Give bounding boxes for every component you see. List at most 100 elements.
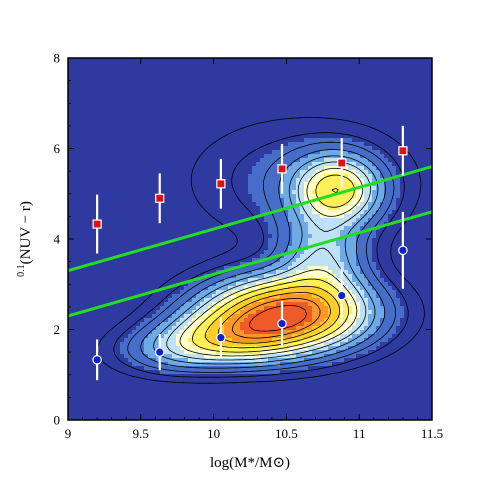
density-cell xyxy=(328,298,333,303)
density-cell xyxy=(360,354,365,359)
density-cell xyxy=(316,338,321,343)
density-cell xyxy=(172,346,177,351)
density-cell xyxy=(252,354,257,359)
density-cell xyxy=(260,142,265,147)
density-cell xyxy=(212,358,217,363)
density-cell xyxy=(344,358,349,363)
density-cell xyxy=(232,126,237,131)
density-cell xyxy=(256,234,261,239)
density-cell xyxy=(360,238,365,243)
density-cell xyxy=(212,206,217,211)
density-cell xyxy=(276,378,281,383)
density-cell xyxy=(208,154,213,159)
density-cell xyxy=(408,202,413,207)
density-cell xyxy=(404,182,409,187)
density-cell xyxy=(348,282,353,287)
density-cell xyxy=(272,250,277,255)
density-cell xyxy=(216,314,221,319)
density-cell xyxy=(136,326,141,331)
density-cell xyxy=(360,210,365,215)
density-cell xyxy=(292,278,297,283)
density-cell xyxy=(168,282,173,287)
density-cell xyxy=(384,286,389,291)
density-cell xyxy=(100,362,105,367)
density-cell xyxy=(348,138,353,143)
density-cell xyxy=(180,194,185,199)
density-cell xyxy=(172,306,177,311)
density-cell xyxy=(348,270,353,275)
density-cell xyxy=(212,286,217,291)
density-cell xyxy=(420,198,425,203)
density-cell xyxy=(204,202,209,207)
density-cell xyxy=(248,298,253,303)
density-cell xyxy=(256,194,261,199)
density-cell xyxy=(292,366,297,371)
density-cell xyxy=(244,334,249,339)
density-cell xyxy=(200,334,205,339)
density-cell xyxy=(304,322,309,327)
density-cell xyxy=(256,270,261,275)
density-cell xyxy=(252,134,257,139)
density-cell xyxy=(276,318,281,323)
density-cell xyxy=(312,330,317,335)
density-cell xyxy=(360,174,365,179)
density-cell xyxy=(204,262,209,267)
density-cell xyxy=(380,278,385,283)
density-cell xyxy=(304,166,309,171)
density-cell xyxy=(176,286,181,291)
density-cell xyxy=(304,286,309,291)
density-cell xyxy=(332,174,337,179)
density-cell xyxy=(260,222,265,227)
density-cell xyxy=(292,290,297,295)
density-cell xyxy=(240,142,245,147)
density-cell xyxy=(180,382,185,387)
density-cell xyxy=(228,174,233,179)
density-cell xyxy=(144,378,149,383)
density-cell xyxy=(220,374,225,379)
density-cell xyxy=(328,202,333,207)
density-cell xyxy=(424,182,429,187)
density-cell xyxy=(256,174,261,179)
density-cell xyxy=(244,166,249,171)
density-cell xyxy=(240,190,245,195)
density-cell xyxy=(184,354,189,359)
density-cell xyxy=(156,378,161,383)
density-cell xyxy=(376,122,381,127)
density-cell xyxy=(140,314,145,319)
density-cell xyxy=(292,302,297,307)
density-cell xyxy=(336,238,341,243)
density-cell xyxy=(412,318,417,323)
density-cell xyxy=(364,230,369,235)
density-cell xyxy=(260,230,265,235)
density-cell xyxy=(288,246,293,251)
density-cell xyxy=(372,238,377,243)
density-cell xyxy=(368,290,373,295)
density-cell xyxy=(420,190,425,195)
density-cell xyxy=(208,346,213,351)
density-cell xyxy=(248,274,253,279)
density-cell xyxy=(276,158,281,163)
density-cell xyxy=(416,162,421,167)
density-cell xyxy=(260,322,265,327)
density-cell xyxy=(220,174,225,179)
density-cell xyxy=(208,138,213,143)
density-cell xyxy=(396,194,401,199)
density-cell xyxy=(216,350,221,355)
density-cell xyxy=(328,138,333,143)
density-cell xyxy=(388,174,393,179)
density-cell xyxy=(100,334,105,339)
density-cell xyxy=(392,182,397,187)
density-cell xyxy=(368,298,373,303)
density-cell xyxy=(220,282,225,287)
fit-line xyxy=(68,210,432,318)
density-cell xyxy=(272,194,277,199)
density-cell xyxy=(228,382,233,387)
density-cell xyxy=(244,370,249,375)
density-cell xyxy=(228,274,233,279)
density-cell xyxy=(200,170,205,175)
density-cell xyxy=(200,374,205,379)
density-cell xyxy=(288,138,293,143)
density-cell xyxy=(304,318,309,323)
density-cell xyxy=(304,178,309,183)
density-cell xyxy=(328,182,333,187)
